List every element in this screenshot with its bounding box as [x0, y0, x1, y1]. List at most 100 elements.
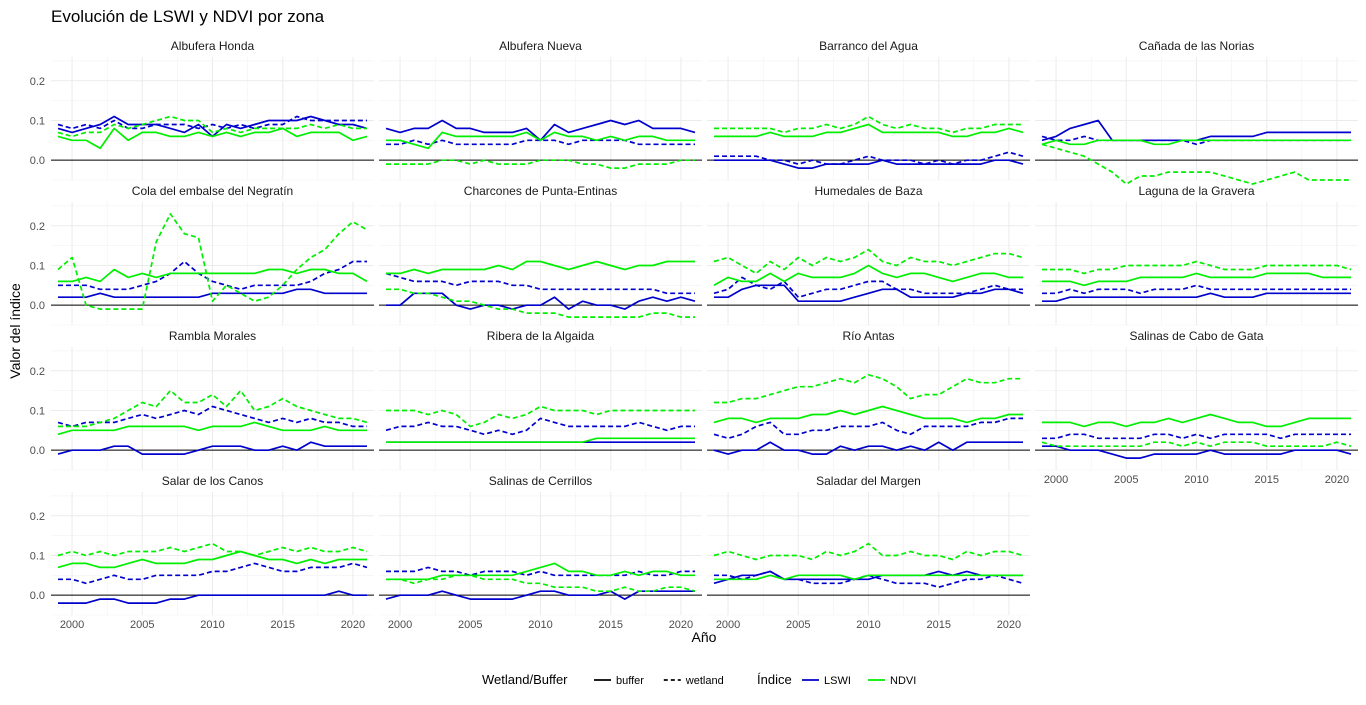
y-tick-label: 0.0: [30, 155, 45, 167]
series-line-lswi-wetland: [58, 260, 367, 291]
series-line-lswi-wetland: [57, 115, 367, 130]
y-tick-label: 0.2: [30, 76, 45, 88]
series-line-ndvi-wetland: [57, 542, 368, 557]
series-line-ndvi-wetland: [714, 373, 1023, 404]
series-line-ndvi-buffer: [714, 123, 1024, 138]
x-tick-label: 2000: [388, 619, 412, 631]
y-axis-title: Valor del índice: [7, 283, 23, 379]
x-tick-label: 2010: [528, 619, 552, 631]
series-line-lswi-wetland: [713, 276, 1023, 299]
legend-title: Wetland/Buffer: [482, 672, 568, 687]
series-line-lswi-buffer: [58, 590, 367, 604]
y-tick-label: 0.0: [30, 445, 45, 457]
y-tick-label: 0.1: [30, 115, 45, 127]
x-tick-label: 2010: [856, 619, 880, 631]
series-line-ndvi-buffer: [1041, 139, 1351, 146]
panel-title: Cañada de las Norias: [1139, 39, 1254, 53]
legend-label: wetland: [685, 675, 724, 687]
panel-title: Charcones de Punta-Entinas: [464, 184, 617, 198]
panel-canada-de-las-norias: Cañada de las Norias: [1035, 39, 1358, 185]
series-line-lswi-buffer: [1042, 292, 1351, 303]
series-line-ndvi-wetland: [386, 574, 696, 593]
y-tick-label: 0.0: [30, 590, 45, 602]
x-tick-label: 2005: [130, 619, 154, 631]
series-line-ndvi-wetland: [1041, 441, 1352, 448]
x-tick-label: 2000: [60, 619, 84, 631]
series-line-lswi-buffer: [713, 441, 1023, 455]
x-tick-label: 2020: [1325, 474, 1349, 486]
series-line-ndvi-wetland: [713, 248, 1024, 275]
x-tick-label: 2005: [458, 619, 482, 631]
series-line-ndvi-wetland: [386, 159, 695, 169]
legend-label: buffer: [616, 675, 644, 687]
legend: Wetland/Buffer buffer wetland Índice LSWI NDV…: [482, 672, 916, 687]
x-tick-label: 2000: [1044, 474, 1068, 486]
series-line-ndvi-wetland: [713, 542, 1024, 561]
panels-group: Albufera Honda 0.0 0.1 0.2 Albufera Nueva Bar…: [30, 39, 1358, 631]
panel-charcones-de-punta-entinas: Charcones de Punta-Entinas: [379, 184, 702, 326]
panel-ribera-de-la-algaida: Ribera de la Algaida: [379, 329, 702, 471]
x-tick-label: 2015: [270, 619, 294, 631]
panel-title: Río Antas: [842, 329, 894, 343]
x-tick-label: 2010: [1184, 474, 1208, 486]
panel-title: Albufera Nueva: [499, 39, 582, 53]
series-line-lswi-buffer: [714, 159, 1024, 169]
series-line-ndvi-buffer: [386, 260, 695, 275]
series-line-lswi-buffer: [58, 288, 367, 299]
series-line-lswi-buffer: [385, 590, 695, 600]
panel-salinas-de-cabo-de-gata: Salinas de Cabo de Gata 2000 2005 2010 2015 2…: [1035, 329, 1358, 486]
panel-title: Humedales de Baza: [814, 184, 922, 198]
panel-rio-antas: Río Antas: [707, 329, 1030, 471]
series-line-lswi-wetland: [385, 272, 695, 295]
panel-title: Cola del embalse del Negratín: [132, 184, 293, 198]
series-line-lswi-wetland: [386, 566, 695, 577]
y-tick-label: 0.2: [30, 511, 45, 523]
y-tick-label: 0.1: [30, 550, 45, 562]
x-tick-label: 2010: [200, 619, 224, 631]
series-line-ndvi-wetland: [57, 213, 368, 310]
series-line-ndvi-wetland: [714, 115, 1023, 134]
panel-title: Barranco del Agua: [819, 39, 918, 53]
panel-rambla-morales: Rambla Morales 0.0 0.1 0.2: [30, 329, 374, 471]
legend-label: NDVI: [890, 675, 916, 687]
x-tick-label: 2015: [598, 619, 622, 631]
panel-saladar-del-margen: Saladar del Margen 2000 2005 2010 2015 2020: [707, 474, 1030, 631]
series-line-ndvi-buffer: [386, 437, 695, 444]
x-axis-title: Año: [692, 629, 717, 645]
panel-humedales-de-baza: Humedales de Baza: [707, 184, 1030, 326]
x-tick-label: 2005: [1114, 474, 1138, 486]
series-line-lswi-buffer: [1042, 445, 1352, 459]
legend-label: LSWI: [824, 675, 851, 687]
series-line-ndvi-buffer: [713, 405, 1023, 424]
series-line-lswi-wetland: [714, 570, 1024, 589]
panel-albufera-honda: Albufera Honda 0.0 0.1 0.2: [30, 39, 374, 181]
y-tick-label: 0.1: [30, 260, 45, 272]
panel-title: Saladar del Margen: [816, 474, 921, 488]
series-line-ndvi-buffer: [713, 264, 1023, 287]
panel-title: Salar de los Canos: [162, 474, 263, 488]
y-tick-label: 0.2: [30, 366, 45, 378]
series-line-ndvi-buffer: [386, 131, 695, 150]
y-tick-label: 0.2: [30, 221, 45, 233]
x-tick-label: 2005: [786, 619, 810, 631]
series-line-ndvi-wetland: [1042, 260, 1352, 275]
series-line-lswi-wetland: [57, 405, 367, 428]
panel-title: Salinas de Cerrillos: [489, 474, 592, 488]
panel-title: Salinas de Cabo de Gata: [1129, 329, 1263, 343]
panel-barranco-del-agua: Barranco del Agua: [707, 39, 1030, 181]
series-line-lswi-buffer: [57, 441, 367, 455]
panel-laguna-de-la-gravera: Laguna de la Gravera: [1035, 184, 1358, 326]
series-line-lswi-wetland: [385, 417, 695, 436]
x-tick-label: 2020: [997, 619, 1021, 631]
legend-title: Índice: [757, 672, 792, 687]
y-tick-label: 0.1: [30, 405, 45, 417]
panel-title: Ribera de la Algaida: [487, 329, 595, 343]
series-line-ndvi-buffer: [58, 268, 368, 283]
series-line-lswi-buffer: [713, 570, 1023, 585]
y-tick-label: 0.0: [30, 300, 45, 312]
series-line-lswi-buffer: [386, 292, 696, 310]
series-line-ndvi-wetland: [58, 389, 368, 428]
panel-title: Albufera Honda: [171, 39, 255, 53]
x-tick-label: 2020: [669, 619, 693, 631]
